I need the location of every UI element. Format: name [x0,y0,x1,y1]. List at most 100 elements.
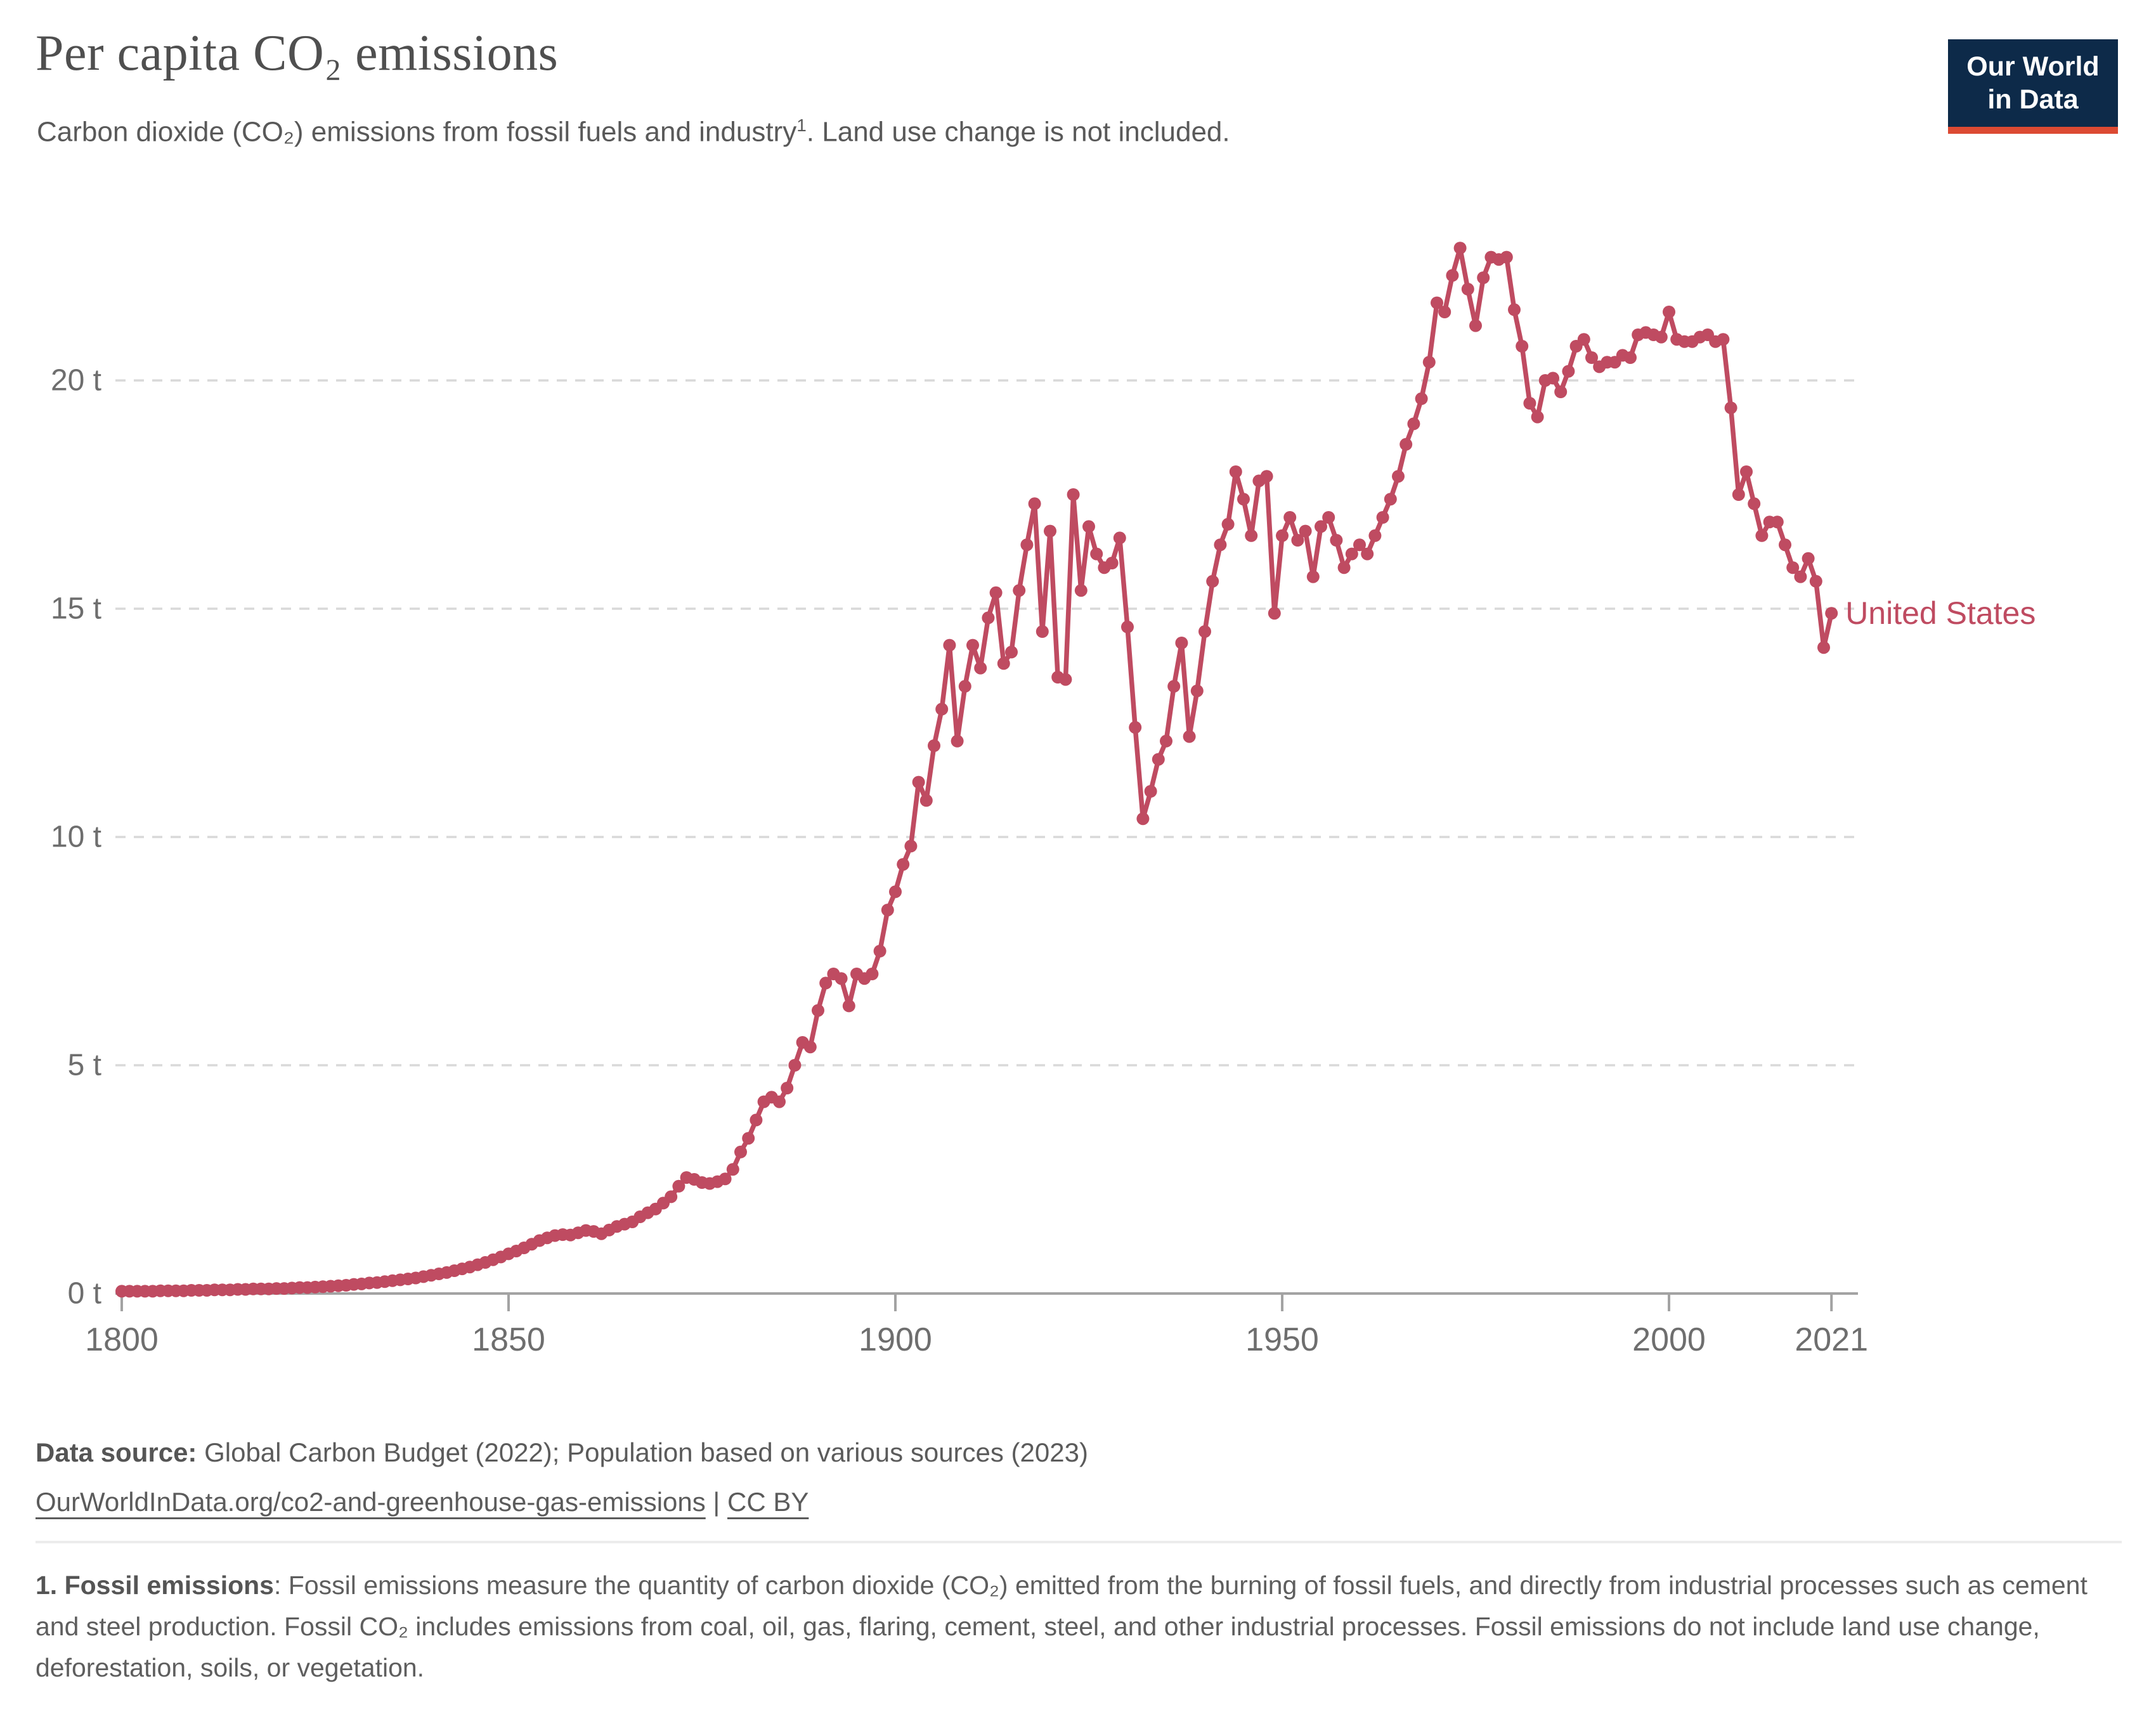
data-point-1897[interactable] [866,968,879,980]
data-point-1907[interactable] [943,639,956,652]
data-point-1946[interactable] [1245,529,1258,542]
data-point-1919[interactable] [1036,625,1049,638]
data-point-1949[interactable] [1268,607,1281,620]
data-point-1916[interactable] [1013,584,1026,597]
data-point-1999[interactable] [1654,330,1668,344]
data-point-1904[interactable] [919,794,933,807]
data-point-1911[interactable] [974,661,987,675]
data-point-1967[interactable] [1407,417,1420,431]
data-point-1938[interactable] [1183,730,1196,743]
data-point-1931[interactable] [1129,721,1142,734]
data-point-1961[interactable] [1361,547,1374,561]
data-point-1952[interactable] [1291,534,1304,547]
data-point-2018[interactable] [1802,552,1815,565]
data-point-1899[interactable] [881,904,894,917]
data-point-1979[interactable] [1500,250,1513,264]
data-point-1898[interactable] [873,945,886,957]
data-point-2020[interactable] [1817,641,1830,654]
data-point-1935[interactable] [1160,734,1172,748]
data-point-1934[interactable] [1152,753,1165,766]
data-point-1893[interactable] [834,972,848,985]
data-point-1958[interactable] [1337,561,1351,574]
data-point-1915[interactable] [1005,645,1018,659]
data-point-1945[interactable] [1237,493,1250,506]
data-point-1879[interactable] [726,1163,739,1176]
data-point-1928[interactable] [1105,557,1119,569]
data-point-1941[interactable] [1206,574,1219,588]
data-point-1912[interactable] [982,611,995,625]
owid-url-link[interactable]: OurWorldInData.org/co2-and-greenhouse-ga… [36,1486,706,1517]
data-point-2008[interactable] [1724,401,1737,415]
data-point-1887[interactable] [788,1059,802,1072]
data-point-1937[interactable] [1175,637,1188,649]
data-point-1910[interactable] [966,639,979,652]
data-point-1882[interactable] [750,1113,763,1127]
data-point-1983[interactable] [1531,410,1544,424]
data-point-1890[interactable] [812,1004,824,1017]
data-point-1982[interactable] [1523,397,1536,410]
series-line[interactable] [119,245,1834,1294]
data-point-2019[interactable] [1809,574,1822,588]
data-point-1878[interactable] [718,1172,732,1186]
data-point-1902[interactable] [904,840,918,853]
data-point-1956[interactable] [1322,511,1335,524]
data-point-1964[interactable] [1384,493,1397,506]
data-point-1872[interactable] [672,1179,685,1193]
data-point-1926[interactable] [1090,547,1103,561]
data-point-1881[interactable] [742,1132,755,1145]
data-point-1974[interactable] [1461,283,1474,295]
data-point-1894[interactable] [842,999,855,1013]
data-point-2010[interactable] [1740,465,1753,478]
data-point-1906[interactable] [935,703,949,716]
data-point-1963[interactable] [1376,511,1389,524]
data-point-1914[interactable] [997,657,1010,670]
data-point-1985[interactable] [1547,372,1559,385]
data-point-1962[interactable] [1368,529,1382,542]
data-point-1966[interactable] [1399,438,1413,451]
data-point-1930[interactable] [1121,620,1134,633]
cc-by-link[interactable]: CC BY [727,1486,809,1517]
data-point-1944[interactable] [1229,465,1242,478]
data-point-1901[interactable] [897,858,910,871]
data-point-2017[interactable] [1794,570,1807,583]
data-point-1929[interactable] [1113,531,1126,545]
data-point-1975[interactable] [1469,319,1482,332]
data-point-1900[interactable] [889,885,902,898]
data-point-1903[interactable] [912,775,925,789]
data-point-2014[interactable] [1770,516,1784,529]
data-point-1989[interactable] [1577,333,1590,346]
data-point-2021[interactable] [1825,607,1838,620]
data-point-1972[interactable] [1446,269,1459,282]
data-point-1871[interactable] [665,1190,678,1203]
data-point-1990[interactable] [1585,351,1598,364]
data-point-1965[interactable] [1392,470,1405,483]
data-point-1909[interactable] [958,680,971,693]
data-point-1924[interactable] [1074,584,1088,597]
data-point-1917[interactable] [1020,538,1034,552]
data-point-1995[interactable] [1624,351,1637,364]
data-point-1987[interactable] [1562,365,1575,378]
data-point-2015[interactable] [1779,538,1791,552]
data-point-1939[interactable] [1190,684,1204,697]
data-point-1948[interactable] [1260,470,1273,483]
data-point-2011[interactable] [1748,497,1761,510]
data-point-1932[interactable] [1136,812,1150,826]
data-point-1986[interactable] [1554,386,1568,398]
data-point-1908[interactable] [951,734,964,748]
owid-logo[interactable]: Our World in Data [1948,39,2118,134]
data-point-1951[interactable] [1283,511,1297,524]
data-point-1981[interactable] [1516,340,1529,353]
data-point-2007[interactable] [1717,333,1730,346]
data-point-1960[interactable] [1353,538,1366,552]
data-point-2009[interactable] [1732,488,1745,501]
data-point-1955[interactable] [1315,520,1327,533]
data-point-1889[interactable] [803,1041,817,1054]
data-point-1970[interactable] [1431,296,1443,309]
data-point-1969[interactable] [1422,356,1436,369]
data-point-1922[interactable] [1059,673,1072,686]
data-point-1954[interactable] [1306,570,1320,583]
data-point-1957[interactable] [1330,534,1343,547]
data-point-1923[interactable] [1067,488,1080,501]
data-point-1891[interactable] [819,976,833,990]
